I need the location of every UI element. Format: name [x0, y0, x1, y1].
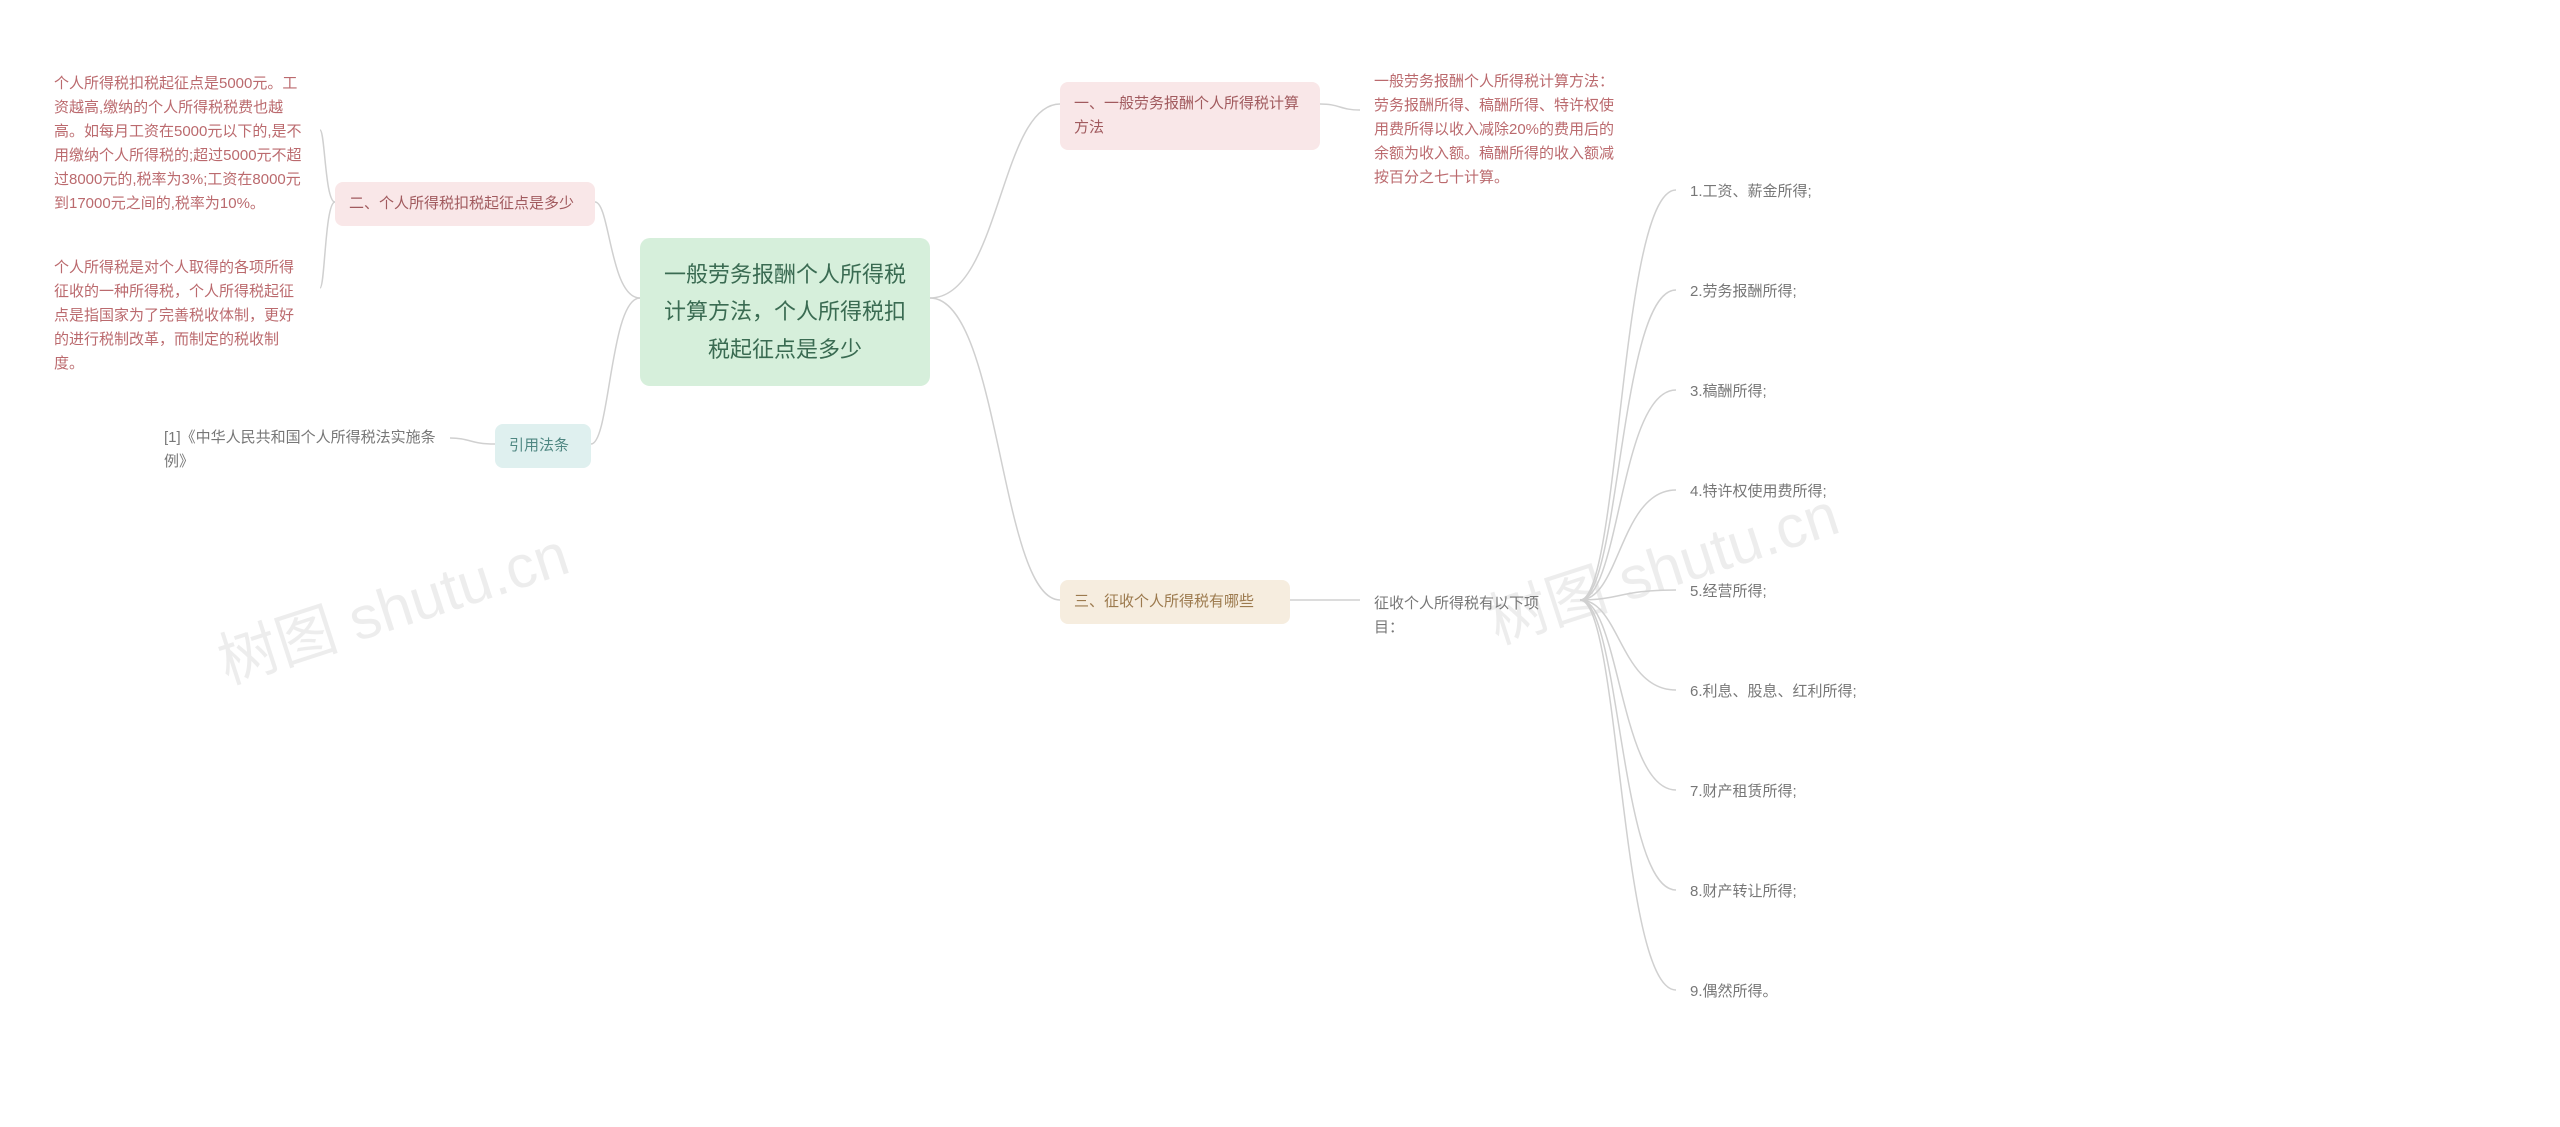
branch-2-title[interactable]: 二、个人所得税扣税起征点是多少	[335, 182, 595, 226]
branch-2-detail-a: 个人所得税扣税起征点是5000元。工资越高,缴纳的个人所得税税费也越高。如每月工…	[40, 62, 320, 226]
list-item: 4.特许权使用费所得;	[1676, 470, 1876, 514]
list-item: 5.经营所得;	[1676, 570, 1876, 614]
branch-1-title[interactable]: 一、一般劳务报酬个人所得税计算方法	[1060, 82, 1320, 150]
list-item: 3.稿酬所得;	[1676, 370, 1876, 414]
root-node[interactable]: 一般劳务报酬个人所得税计算方法，个人所得税扣税起征点是多少	[640, 238, 930, 386]
list-item: 2.劳务报酬所得;	[1676, 270, 1876, 314]
branch-3-lead: 征收个人所得税有以下项目：	[1360, 582, 1580, 650]
connector-layer	[0, 0, 2560, 1127]
list-item: 1.工资、薪金所得;	[1676, 170, 1876, 214]
reference-title[interactable]: 引用法条	[495, 424, 591, 468]
branch-1-detail: 一般劳务报酬个人所得税计算方法：劳务报酬所得、稿酬所得、特许权使用费所得以收入减…	[1360, 60, 1640, 200]
list-item: 6.利息、股息、红利所得;	[1676, 670, 1876, 714]
branch-2-detail-b: 个人所得税是对个人取得的各项所得征收的一种所得税，个人所得税起征点是指国家为了完…	[40, 246, 320, 386]
branch-3-title[interactable]: 三、征收个人所得税有哪些	[1060, 580, 1290, 624]
reference-item: [1]《中华人民共和国个人所得税法实施条例》	[150, 416, 450, 484]
watermark: 树图 shutu.cn	[205, 506, 578, 701]
list-item: 7.财产租赁所得;	[1676, 770, 1876, 814]
list-item: 9.偶然所得。	[1676, 970, 1876, 1014]
list-item: 8.财产转让所得;	[1676, 870, 1876, 914]
